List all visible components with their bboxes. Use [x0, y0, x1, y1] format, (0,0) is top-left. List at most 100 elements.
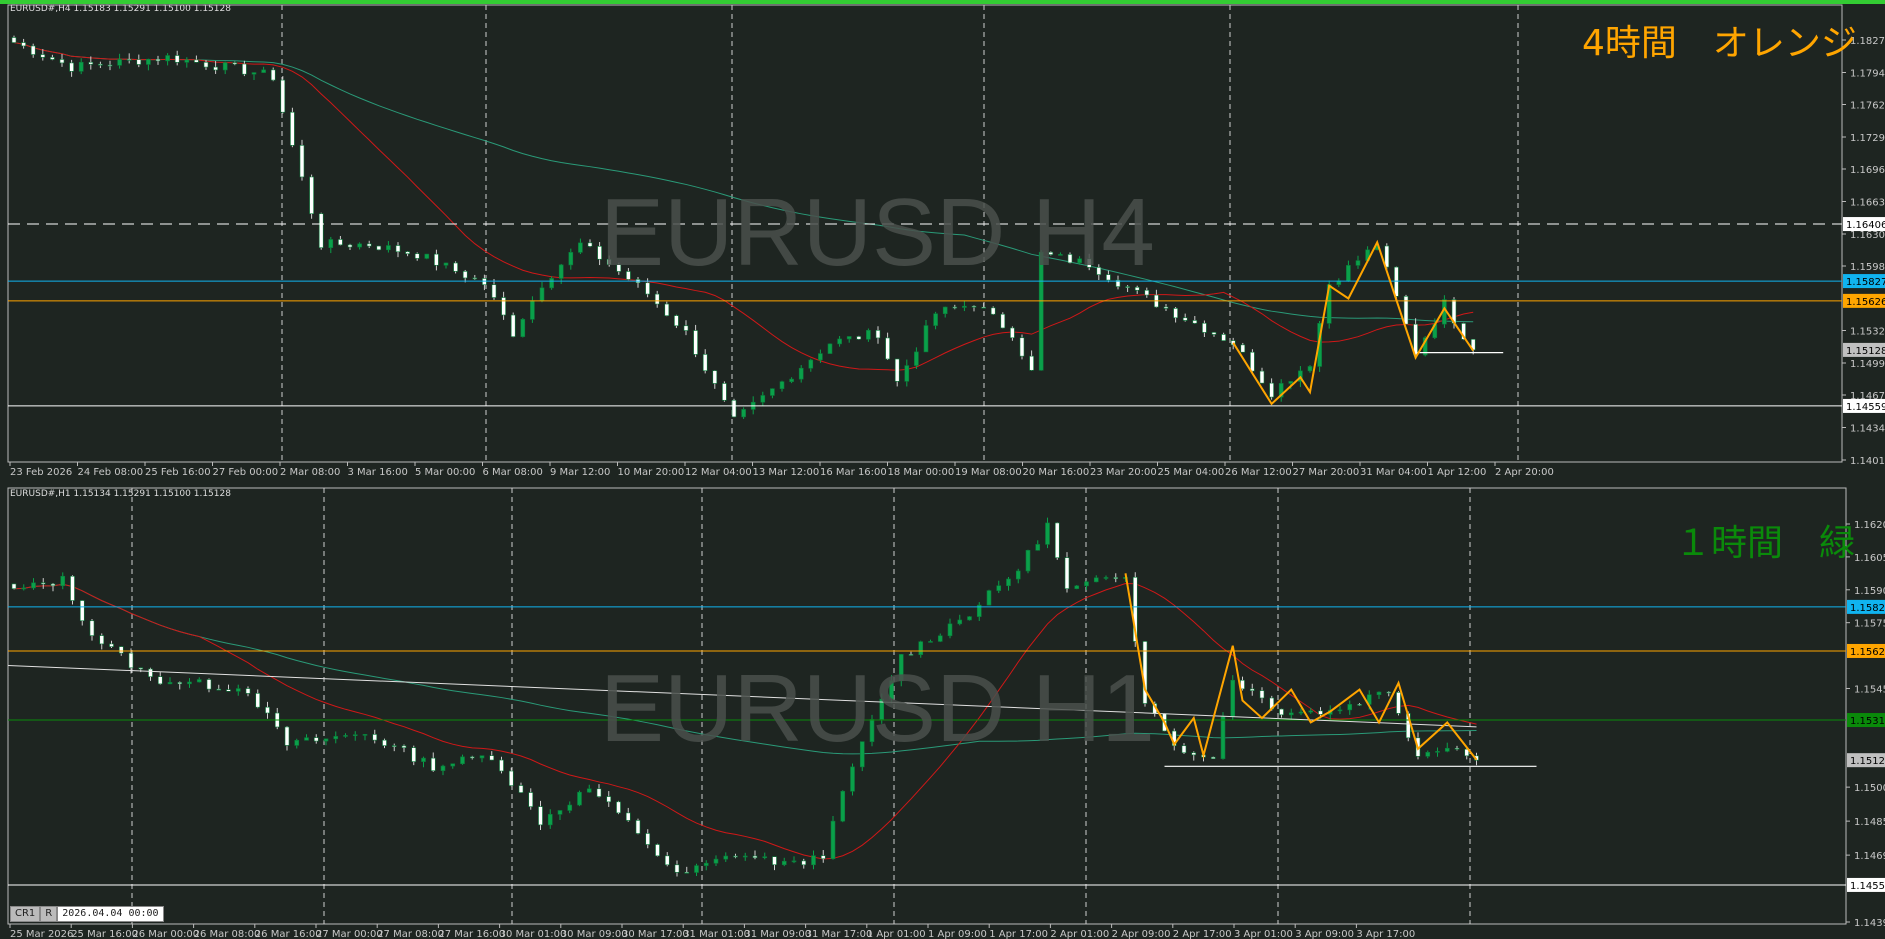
- candle: [89, 620, 95, 636]
- candle: [942, 306, 948, 315]
- candle: [1425, 752, 1431, 757]
- datetime-field[interactable]: 2026.04.04 00:00: [57, 906, 164, 922]
- candle: [1259, 690, 1265, 699]
- h1-chart-canvas[interactable]: 1.16205 1.16055 1.15905 1.15755 1.15455 1.150…: [0, 484, 1885, 939]
- candle: [558, 264, 564, 279]
- candle: [126, 59, 132, 61]
- candle: [976, 604, 982, 617]
- candle: [501, 297, 506, 316]
- candle: [462, 271, 468, 279]
- price-level-tag: [1843, 398, 1885, 413]
- time-tick-label: 13 Mar 12:00: [753, 467, 820, 478]
- candle: [366, 243, 372, 247]
- candle: [1125, 286, 1130, 288]
- candle: [1192, 320, 1198, 324]
- time-tick-label: 1 Apr 12:00: [1428, 467, 1487, 478]
- candle: [155, 58, 161, 62]
- candle: [762, 856, 768, 859]
- candle: [760, 395, 766, 403]
- candle: [194, 59, 199, 63]
- candle: [1318, 710, 1323, 715]
- candle: [557, 810, 563, 815]
- candle: [1086, 258, 1092, 268]
- current-price-tag: [1847, 753, 1885, 768]
- candle: [1074, 585, 1080, 589]
- fast-moving-average: [13, 583, 1477, 860]
- price-tick-label: 1.16635: [1850, 198, 1885, 209]
- candle: [376, 245, 382, 251]
- candle: [434, 253, 439, 266]
- trend-line[interactable]: [7, 664, 1477, 728]
- candle: [866, 330, 871, 340]
- h4-chart-pane[interactable]: 1.18275 1.17945 1.17620 1.17290 1.16965 1.166…: [0, 0, 1885, 482]
- candle: [741, 409, 746, 418]
- candle: [424, 253, 430, 259]
- candle: [165, 55, 170, 62]
- candle: [1106, 274, 1111, 281]
- cr1-button[interactable]: CR1: [10, 906, 41, 922]
- price-tick-label: 1.15325: [1850, 327, 1885, 338]
- candle: [255, 693, 261, 708]
- candle: [1015, 570, 1021, 580]
- candle: [109, 643, 114, 647]
- candle: [216, 688, 222, 691]
- current-price-label: 1.15128: [1850, 756, 1885, 767]
- active-chart-indicator: [0, 0, 1885, 4]
- price-level-tag-label: 1.14559: [1850, 881, 1885, 892]
- candle: [723, 855, 729, 860]
- time-tick-label: 5 Mar 00:00: [415, 467, 475, 478]
- price-tick-label: 1.15755: [1854, 619, 1885, 630]
- h4-chart-canvas[interactable]: 1.18275 1.17945 1.17620 1.17290 1.16965 1.166…: [0, 0, 1885, 482]
- candle: [850, 766, 855, 792]
- candle: [479, 755, 485, 759]
- h1-watermark: EURUSD H1: [600, 655, 1155, 762]
- candle: [99, 635, 105, 645]
- candle: [1144, 289, 1150, 296]
- candle: [187, 681, 192, 685]
- candle: [1394, 266, 1399, 297]
- candle: [357, 243, 362, 248]
- candle: [742, 855, 748, 858]
- candle: [280, 79, 286, 113]
- candle: [1386, 691, 1392, 694]
- candle: [1115, 279, 1121, 287]
- candle: [567, 804, 573, 811]
- candle: [136, 59, 142, 65]
- candle: [655, 844, 660, 857]
- candle: [405, 251, 410, 255]
- time-tick-label: 26 Mar 16:00: [255, 929, 322, 939]
- h1-chart-pane[interactable]: 1.16205 1.16055 1.15905 1.15755 1.15455 1.150…: [0, 484, 1885, 939]
- zigzag-line: [1124, 573, 1478, 761]
- candle: [538, 806, 543, 826]
- candle: [674, 864, 680, 873]
- candle: [11, 37, 17, 43]
- candle: [645, 282, 650, 295]
- r-button[interactable]: R: [40, 906, 58, 922]
- candle: [352, 734, 358, 736]
- candle: [856, 336, 862, 340]
- time-tick-label: 27 Mar 20:00: [1293, 467, 1360, 478]
- candle: [382, 739, 387, 746]
- candle: [347, 244, 353, 248]
- candle: [898, 654, 904, 682]
- candle: [962, 305, 967, 308]
- candle: [606, 796, 612, 803]
- candle: [712, 370, 718, 384]
- candle: [261, 69, 266, 73]
- price-level-tag: [1843, 274, 1885, 289]
- price-tick-label: 1.17620: [1850, 101, 1885, 112]
- candle: [1376, 691, 1382, 696]
- candle: [174, 55, 180, 63]
- candle: [1191, 752, 1197, 756]
- time-tick-label: 1 Apr 17:00: [989, 929, 1048, 939]
- candle: [443, 262, 449, 266]
- candle: [1132, 576, 1138, 642]
- candle: [203, 61, 209, 68]
- candle: [947, 623, 953, 637]
- candle: [703, 862, 709, 866]
- time-tick-label: 27 Mar 00:00: [316, 929, 383, 939]
- candle: [820, 855, 826, 860]
- candle: [1211, 332, 1217, 335]
- candle: [1250, 351, 1255, 372]
